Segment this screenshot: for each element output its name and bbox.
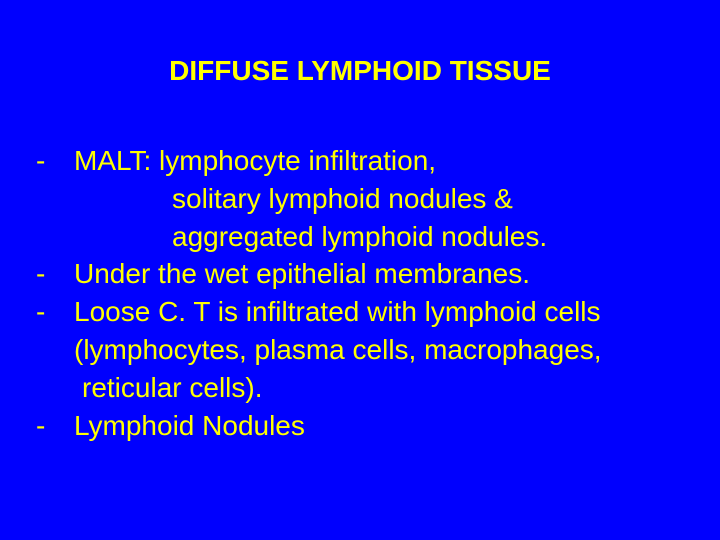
bullet-row: solitary lymphoid nodules & [30, 180, 690, 218]
bullet-text: (lymphocytes, plasma cells, macrophages, [30, 331, 690, 369]
bullet-dash: - [30, 142, 74, 180]
bullet-row: - Lymphoid Nodules [30, 407, 690, 445]
bullet-row: - MALT: lymphocyte infiltration, [30, 142, 690, 180]
bullet-row: aggregated lymphoid nodules. [30, 218, 690, 256]
bullet-dash: - [30, 255, 74, 293]
bullet-text: solitary lymphoid nodules & [30, 180, 690, 218]
bullet-text: Loose C. T is infiltrated with lymphoid … [74, 293, 690, 331]
bullet-row: - Under the wet epithelial membranes. [30, 255, 690, 293]
slide-title: DIFFUSE LYMPHOID TISSUE [90, 55, 630, 87]
bullet-row: - Loose C. T is infiltrated with lymphoi… [30, 293, 690, 331]
bullet-row: (lymphocytes, plasma cells, macrophages, [30, 331, 690, 369]
bullet-text: Under the wet epithelial membranes. [74, 255, 690, 293]
slide-body: - MALT: lymphocyte infiltration, solitar… [30, 142, 690, 444]
bullet-row: reticular cells). [30, 369, 690, 407]
bullet-dash: - [30, 407, 74, 445]
bullet-text: aggregated lymphoid nodules. [30, 218, 690, 256]
bullet-text: reticular cells). [30, 369, 690, 407]
bullet-text: MALT: lymphocyte infiltration, [74, 142, 690, 180]
bullet-text: Lymphoid Nodules [74, 407, 690, 445]
bullet-dash: - [30, 293, 74, 331]
